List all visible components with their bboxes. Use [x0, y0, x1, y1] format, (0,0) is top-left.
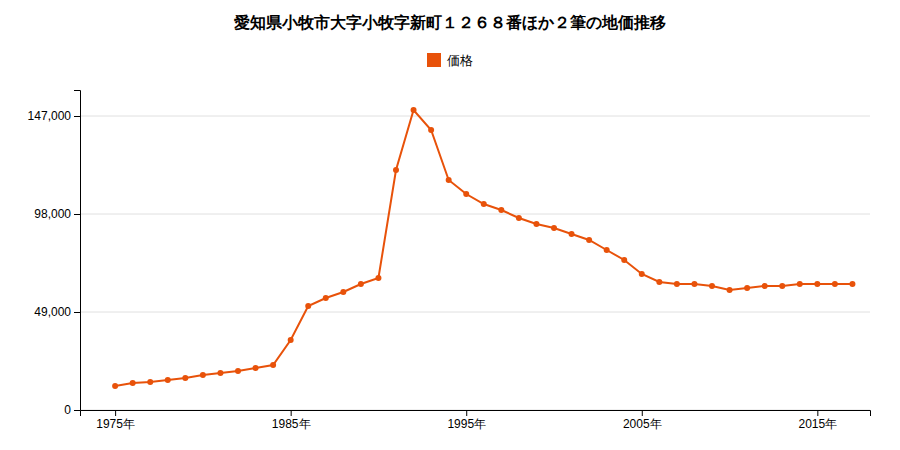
marker [130, 380, 136, 386]
marker [621, 257, 627, 263]
marker [182, 375, 188, 381]
y-axis-line [74, 91, 81, 411]
x-tick: 1975年 [96, 410, 135, 431]
marker [375, 275, 381, 281]
x-tick-mark [466, 410, 467, 416]
marker [165, 377, 171, 383]
marker [393, 167, 399, 173]
x-tick-label: 1995年 [447, 417, 486, 431]
marker [428, 127, 434, 133]
marker [744, 285, 750, 291]
grid-line [80, 312, 870, 313]
marker [849, 281, 855, 287]
marker [217, 370, 223, 376]
y-tick-label: 147,000 [28, 109, 72, 123]
x-tick-label: 1975年 [96, 417, 135, 431]
line [115, 110, 852, 386]
marker [656, 279, 662, 285]
legend-swatch [427, 53, 441, 67]
x-tick: 1995年 [447, 410, 486, 431]
y-tick: 147,000 [28, 109, 80, 123]
x-tick-label: 1985年 [272, 417, 311, 431]
marker [288, 337, 294, 343]
marker [305, 303, 311, 309]
marker [481, 201, 487, 207]
marker [691, 281, 697, 287]
marker [533, 221, 539, 227]
marker [323, 295, 329, 301]
marker [709, 283, 715, 289]
marker [516, 215, 522, 221]
marker [569, 231, 575, 237]
y-tick-mark [74, 410, 80, 411]
marker [235, 368, 241, 374]
marker [814, 281, 820, 287]
grid-line [80, 214, 870, 215]
y-tick-label: 49,000 [34, 305, 71, 319]
marker [358, 281, 364, 287]
x-tick: 2015年 [798, 410, 837, 431]
marks [112, 107, 855, 389]
x-axis: 1975年 1985年 1995年 2005年 2015年 [81, 410, 871, 431]
marker [200, 372, 206, 378]
marker [727, 287, 733, 293]
grid-line [80, 116, 870, 117]
title: 愛知県小牧市大字小牧字新町１２６８番ほか２筆の地価推移 [234, 13, 666, 32]
marker [270, 362, 276, 368]
marker [147, 379, 153, 385]
x-tick-label: 2005年 [623, 417, 662, 431]
marker [112, 383, 118, 389]
marker [463, 191, 469, 197]
marker [797, 281, 803, 287]
plot: 1975年 1985年 1995年 2005年 2015年 0 49,000 98,000 14… [28, 91, 871, 431]
marker [446, 177, 452, 183]
marker [762, 283, 768, 289]
x-tick-mark [115, 410, 116, 416]
y-tick-mark [74, 116, 80, 117]
y-tick-mark [74, 312, 80, 313]
x-axis-line [81, 411, 871, 417]
y-axis: 0 49,000 98,000 147,000 [28, 91, 81, 418]
y-tick: 49,000 [34, 305, 80, 319]
y-tick: 98,000 [34, 207, 80, 221]
y-tick-mark [74, 214, 80, 215]
x-tick: 1985年 [272, 410, 311, 431]
marker [674, 281, 680, 287]
marker [604, 247, 610, 253]
y-tick-label: 0 [64, 403, 71, 417]
legend: 価格 [427, 53, 473, 68]
marker [340, 289, 346, 295]
x-tick-mark [817, 410, 818, 416]
x-tick-mark [642, 410, 643, 416]
marker [639, 271, 645, 277]
marker [832, 281, 838, 287]
marker [498, 207, 504, 213]
x-tick: 2005年 [623, 410, 662, 431]
legend-item: 価格 [427, 53, 473, 68]
marker [551, 225, 557, 231]
x-tick-mark [291, 410, 292, 416]
marker [253, 365, 259, 371]
marker [586, 237, 592, 243]
marker [411, 107, 417, 113]
grid [80, 116, 870, 410]
y-tick: 0 [64, 403, 80, 417]
chart: 愛知県小牧市大字小牧字新町１２６８番ほか２筆の地価推移 1975年 1985年 199… [0, 0, 900, 450]
marker [779, 283, 785, 289]
legend-label: 価格 [447, 53, 473, 68]
y-tick-label: 98,000 [34, 207, 71, 221]
x-tick-label: 2015年 [798, 417, 837, 431]
